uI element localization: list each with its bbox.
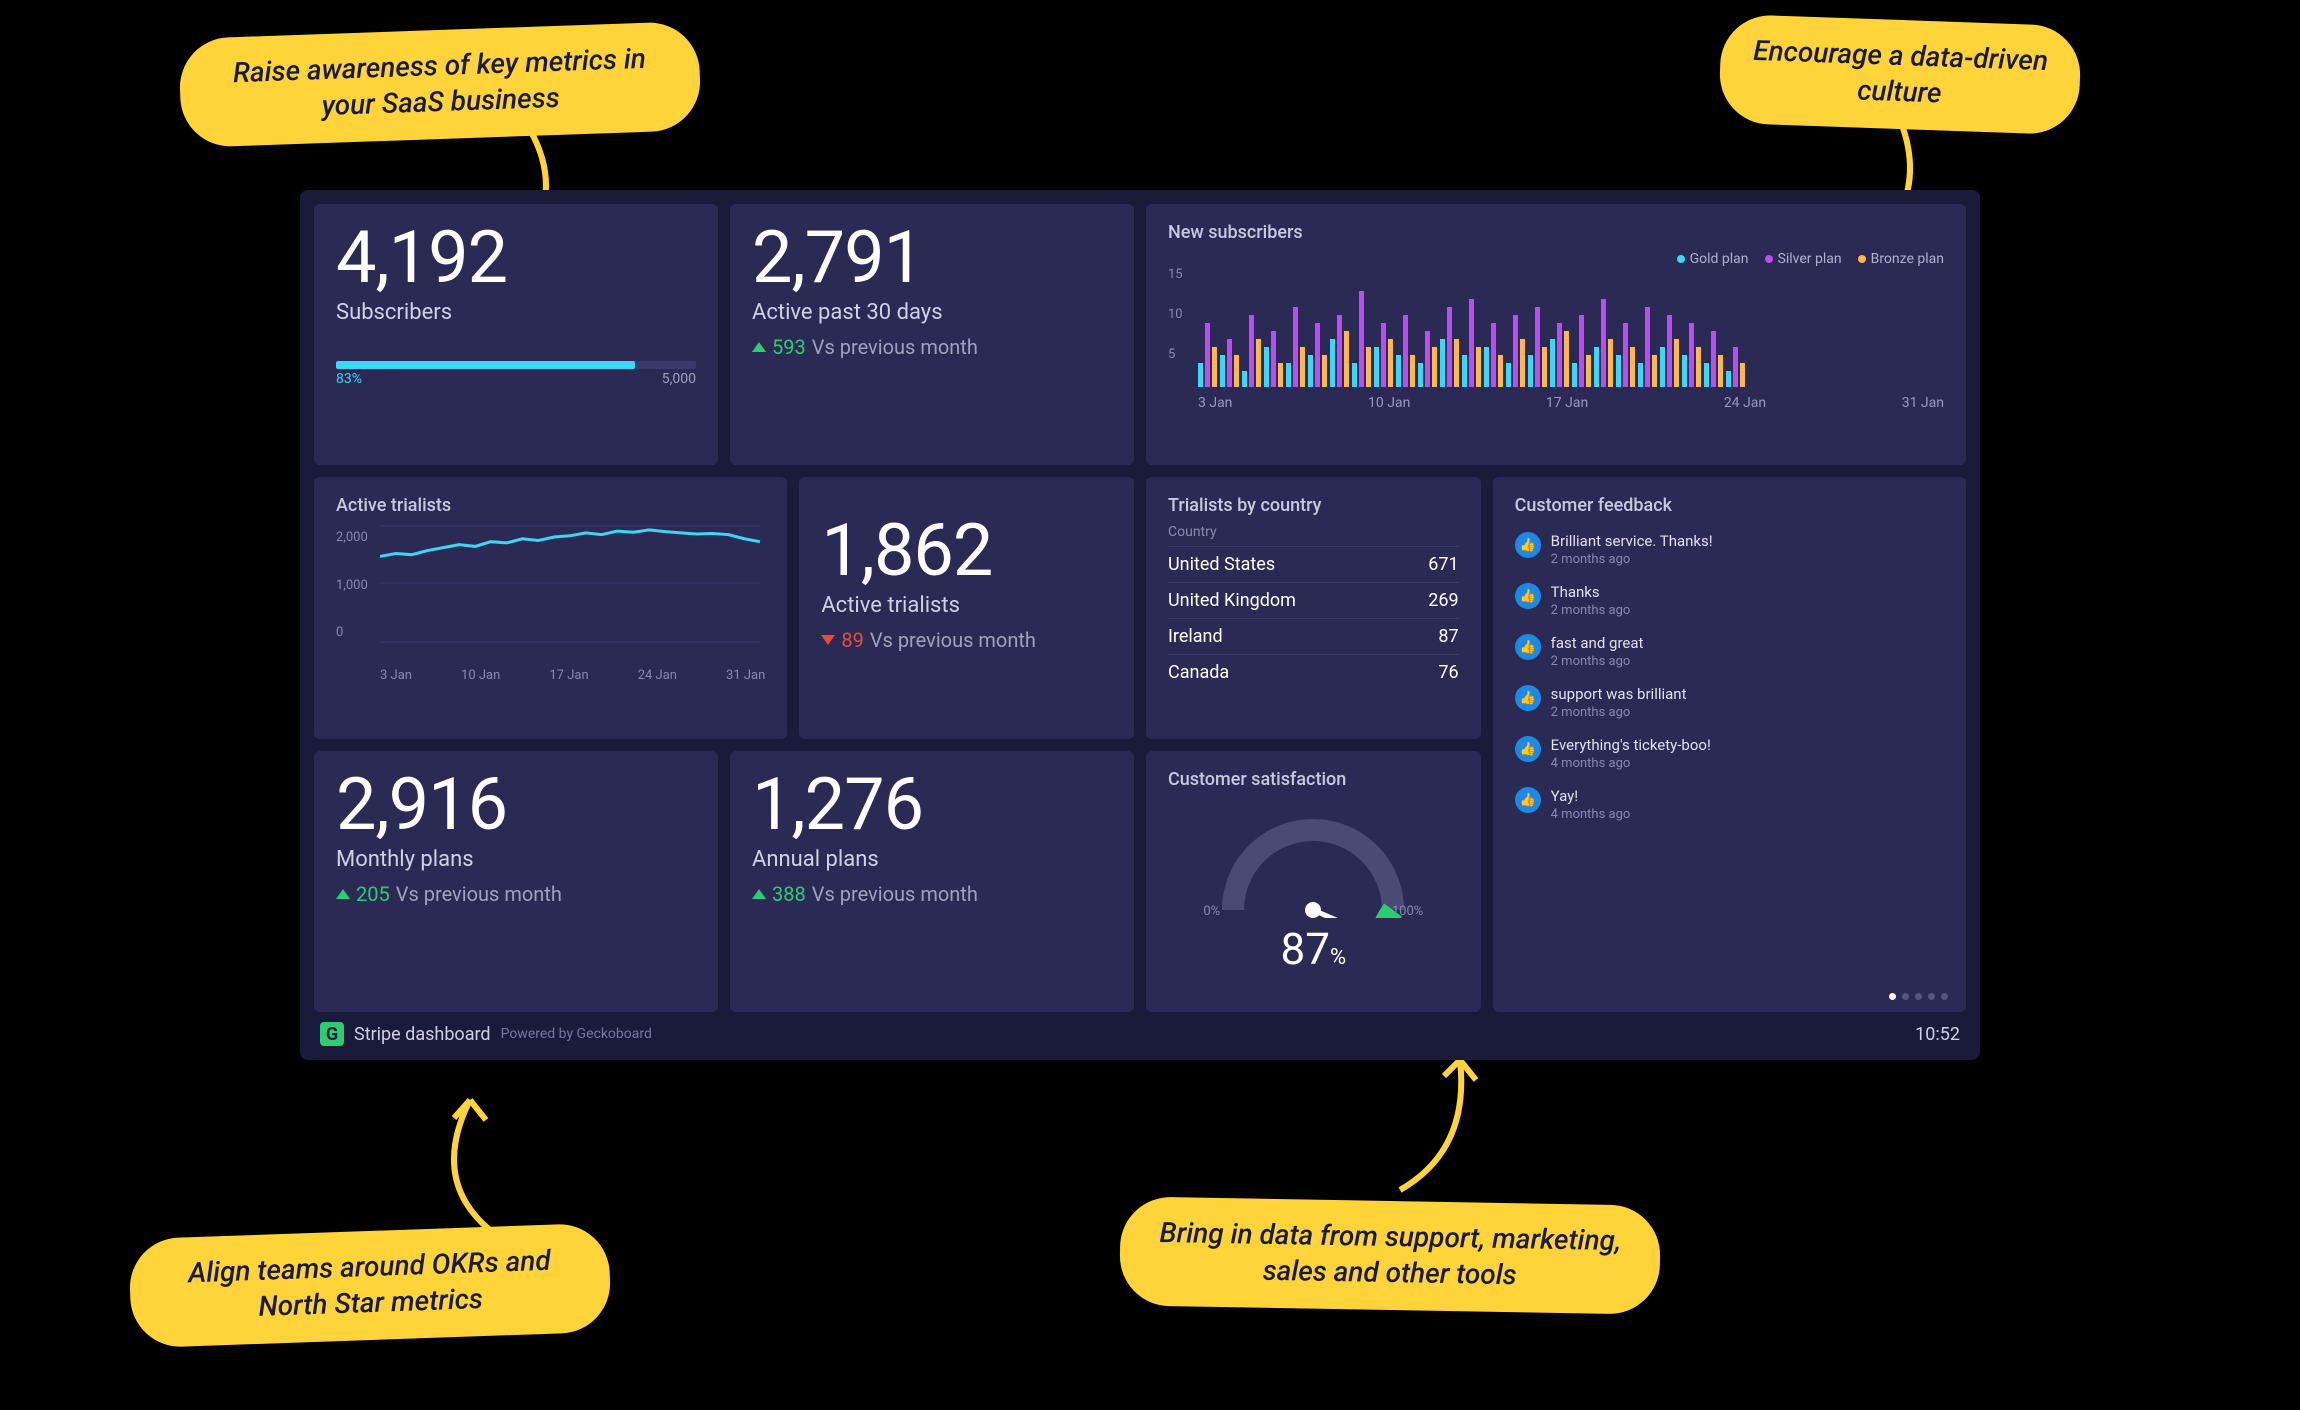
trialnum-value: 1,862 xyxy=(821,515,1112,587)
newsubs-bars: 15105 xyxy=(1168,267,1944,387)
annual-value: 1,276 xyxy=(752,769,1112,841)
powered-by: Powered by Geckoboard xyxy=(501,1026,652,1042)
table-row: Canada76 xyxy=(1168,654,1459,690)
active30-label: Active past 30 days xyxy=(752,300,1112,325)
pager-dot[interactable] xyxy=(1889,993,1896,1000)
pager-dot[interactable] xyxy=(1902,993,1909,1000)
trialchart-title: Active trialists xyxy=(336,495,765,516)
csat-value: 87 xyxy=(1281,923,1330,975)
arrow-up-icon xyxy=(752,342,766,352)
dashboard-title: Stripe dashboard xyxy=(354,1024,491,1045)
callout-bottom-right: Bring in data from support, marketing, s… xyxy=(1119,1197,1661,1315)
dashboard-clock: 10:52 xyxy=(1915,1024,1960,1045)
thumbs-up-icon: 👍 xyxy=(1515,532,1541,558)
table-row: Ireland87 xyxy=(1168,618,1459,654)
newsubs-title: New subscribers xyxy=(1168,222,1303,243)
thumbs-up-icon: 👍 xyxy=(1515,736,1541,762)
trialchart-plot: 2,0001,0000 xyxy=(336,524,765,664)
card-subscribers: 4,192 Subscribers 83% 5,000 xyxy=(314,204,718,465)
subscribers-label: Subscribers xyxy=(336,300,696,325)
feedback-title: Customer feedback xyxy=(1515,495,1944,516)
feedback-item: 👍Brilliant service. Thanks!2 months ago xyxy=(1515,524,1944,575)
subscribers-goal: 5,000 xyxy=(662,371,696,387)
callout-bottom-left: Align teams around OKRs and North Star m… xyxy=(128,1223,612,1348)
trialnum-label: Active trialists xyxy=(821,593,1112,618)
table-row: United Kingdom269 xyxy=(1168,582,1459,618)
dashboard-footer: G Stripe dashboard Powered by Geckoboard… xyxy=(314,1012,1966,1046)
newsubs-xaxis: 3 Jan10 Jan17 Jan24 Jan31 Jan xyxy=(1168,395,1944,411)
active30-change: 593 Vs previous month xyxy=(752,335,1112,359)
thumbs-up-icon: 👍 xyxy=(1515,685,1541,711)
pager-dot[interactable] xyxy=(1928,993,1935,1000)
feedback-item: 👍fast and great2 months ago xyxy=(1515,626,1944,677)
trialchart-xaxis: 3 Jan10 Jan17 Jan24 Jan31 Jan xyxy=(336,668,765,683)
arrow-up-icon xyxy=(336,889,350,899)
dashboard: 4,192 Subscribers 83% 5,000 2,791 Active… xyxy=(300,190,1980,1060)
thumbs-up-icon: 👍 xyxy=(1515,787,1541,813)
monthly-change: 205 Vs previous month xyxy=(336,882,696,906)
card-csat: Customer satisfaction 0% 100% 87% xyxy=(1146,751,1481,1012)
callout-top-left: Raise awareness of key metrics in your S… xyxy=(178,21,701,148)
trialnum-change: 89 Vs previous month xyxy=(821,628,1112,652)
monthly-value: 2,916 xyxy=(336,769,696,841)
subscribers-progress xyxy=(336,361,696,369)
active30-value: 2,791 xyxy=(752,222,1112,294)
csat-gauge xyxy=(1203,798,1423,918)
card-country: Trialists by country Country United Stat… xyxy=(1146,477,1481,738)
csat-title: Customer satisfaction xyxy=(1168,769,1459,790)
pager-dot[interactable] xyxy=(1915,993,1922,1000)
feedback-item: 👍Yay!4 months ago xyxy=(1515,779,1944,830)
arrow-bottom-right xyxy=(1360,1050,1520,1200)
feedback-item: 👍support was brilliant2 months ago xyxy=(1515,677,1944,728)
card-trialists-count: 1,862 Active trialists 89 Vs previous mo… xyxy=(799,477,1134,738)
country-title: Trialists by country xyxy=(1168,495,1459,516)
pager-dot[interactable] xyxy=(1941,993,1948,1000)
arrow-down-icon xyxy=(821,635,835,645)
card-monthly-plans: 2,916 Monthly plans 205 Vs previous mont… xyxy=(314,751,718,1012)
card-active-30: 2,791 Active past 30 days 593 Vs previou… xyxy=(730,204,1134,465)
thumbs-up-icon: 👍 xyxy=(1515,583,1541,609)
card-feedback: Customer feedback 👍Brilliant service. Th… xyxy=(1493,477,1966,1012)
logo-icon: G xyxy=(320,1022,344,1046)
arrow-up-icon xyxy=(752,889,766,899)
arrow-bottom-left xyxy=(400,1090,540,1240)
feedback-item: 👍Thanks2 months ago xyxy=(1515,575,1944,626)
card-annual-plans: 1,276 Annual plans 388 Vs previous month xyxy=(730,751,1134,1012)
subscribers-pct: 83% xyxy=(336,371,362,387)
newsubs-legend: Gold planSilver planBronze plan xyxy=(1168,251,1944,267)
monthly-label: Monthly plans xyxy=(336,847,696,872)
annual-change: 388 Vs previous month xyxy=(752,882,1112,906)
card-new-subscribers: New subscribers Gold planSilver planBron… xyxy=(1146,204,1966,465)
feedback-item: 👍Everything's tickety-boo!4 months ago xyxy=(1515,728,1944,779)
annual-label: Annual plans xyxy=(752,847,1112,872)
subscribers-value: 4,192 xyxy=(336,222,696,294)
card-trialists-chart: Active trialists 2,0001,0000 3 Jan10 Jan… xyxy=(314,477,787,738)
thumbs-up-icon: 👍 xyxy=(1515,634,1541,660)
table-row: United States671 xyxy=(1168,546,1459,582)
feedback-pager[interactable] xyxy=(1889,993,1948,1000)
